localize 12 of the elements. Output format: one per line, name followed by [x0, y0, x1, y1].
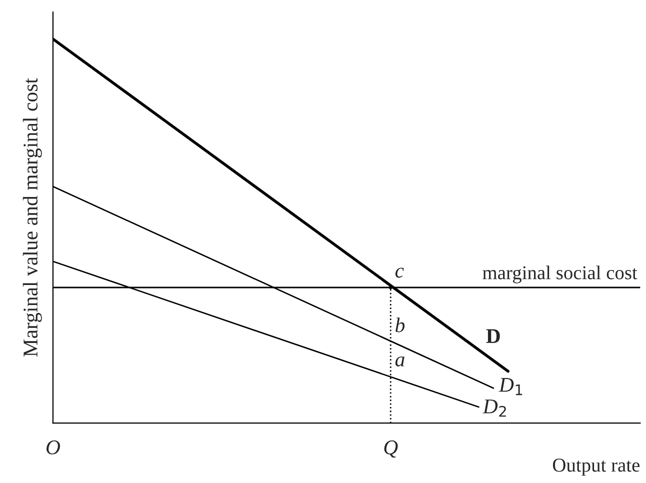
x-axis-title: Output rate	[552, 458, 640, 476]
text: D	[486, 329, 500, 343]
annotation: c	[395, 268, 404, 278]
annotation: b	[396, 318, 405, 332]
text: 1	[516, 384, 522, 396]
series-label: D	[498, 378, 514, 392]
ref-line-label: marginal social cost	[482, 266, 638, 284]
x-tick-label: O	[46, 440, 60, 454]
y-axis-title: Marginal value and marginal cost	[22, 78, 42, 357]
x-tick-label: Q	[384, 440, 398, 458]
series-label: D$_{2}$	[482, 400, 506, 417]
annotation: a	[395, 356, 404, 366]
